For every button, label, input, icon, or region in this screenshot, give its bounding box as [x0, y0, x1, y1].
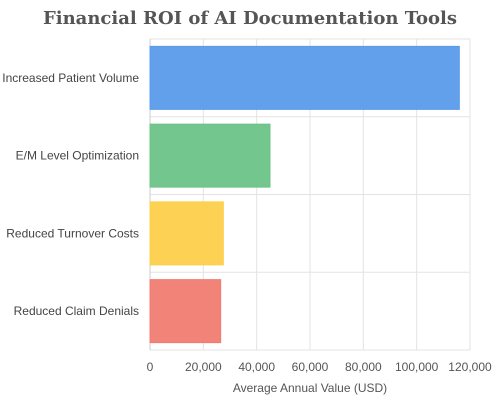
bar-1: [149, 123, 271, 188]
x-tick-label-1: 20,000: [185, 360, 222, 374]
chart-title: Financial ROI of AI Documentation Tools: [42, 8, 458, 29]
x-tick-label-5: 100,000: [395, 360, 439, 374]
category-label-3: Reduced Claim Denials: [14, 304, 139, 318]
bar-3: [149, 279, 222, 344]
bars: [149, 45, 460, 344]
category-label-2: Reduced Turnover Costs: [6, 226, 139, 240]
x-axis-title: Average Annual Value (USD): [233, 381, 387, 395]
bar-0: [149, 45, 460, 110]
x-tick-label-0: 0: [147, 360, 154, 374]
bar-2: [149, 201, 224, 266]
category-label-0: Increased Patient Volume: [2, 71, 139, 85]
x-tick-label-6: 120,000: [448, 360, 492, 374]
category-label-1: E/M Level Optimization: [16, 149, 139, 163]
category-labels: Increased Patient Volume E/M Level Optimi…: [2, 71, 139, 318]
x-tick-labels: 0 20,000 40,000 60,000 80,000 100,000 120,000: [147, 360, 492, 374]
x-tick-label-3: 60,000: [292, 360, 329, 374]
x-tick-label-4: 80,000: [345, 360, 382, 374]
x-tick-label-2: 40,000: [238, 360, 275, 374]
